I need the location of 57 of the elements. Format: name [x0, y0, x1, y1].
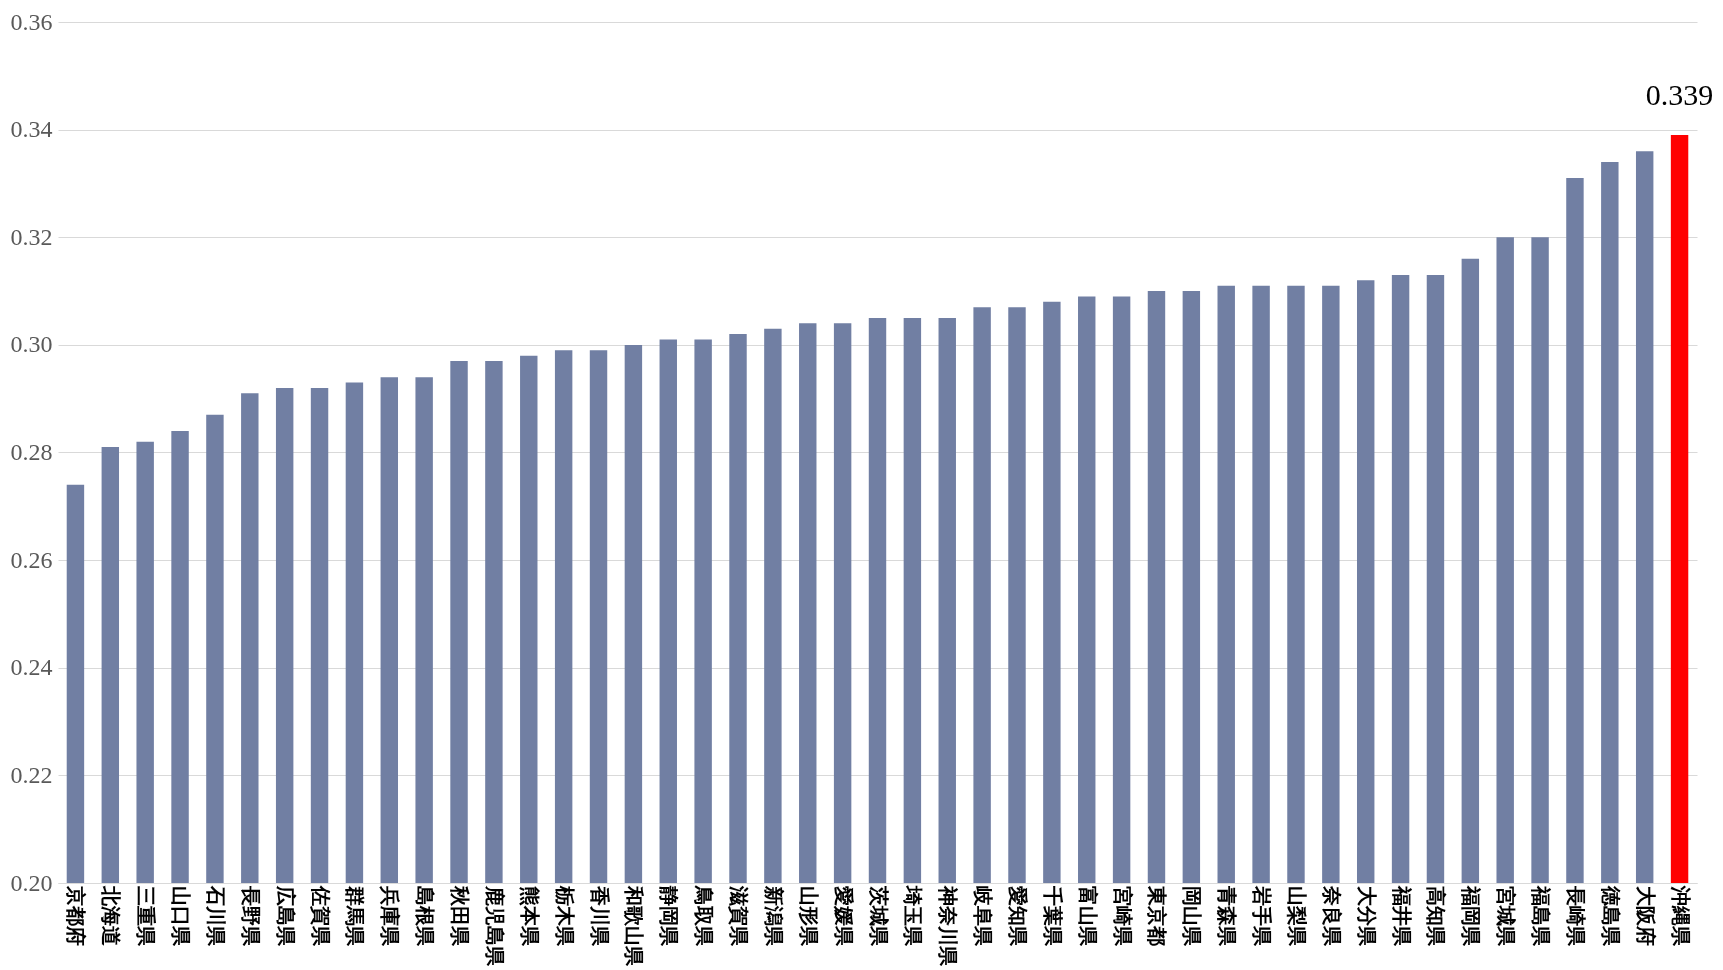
x-tick-label: 愛媛県	[832, 885, 855, 947]
x-tick-label: 秋田県	[449, 884, 472, 947]
x-tick-label: 高知県	[1425, 885, 1448, 947]
y-tick-label: 0.34	[10, 116, 53, 143]
x-tick-label: 香川県	[588, 884, 611, 947]
x-tick-label: 京都府	[65, 884, 88, 946]
x-tick-label: 茨城県	[867, 884, 890, 947]
x-tick-label: 山梨県	[1285, 885, 1308, 947]
x-tick-label: 長野県	[239, 884, 262, 947]
x-tick-label: 群馬県	[344, 884, 367, 947]
x-tick-label: 岐阜県	[972, 885, 995, 947]
y-tick-label: 0.32	[10, 223, 53, 250]
x-tick-label: 富山県	[1076, 885, 1099, 947]
x-tick-label: 鳥取県	[693, 884, 716, 947]
x-tick-label: 青森県	[1216, 884, 1239, 947]
x-tick-label: 奈良県	[1320, 884, 1343, 947]
x-tick-label: 山形県	[797, 885, 820, 947]
x-tick-label: 東京都	[1146, 884, 1169, 946]
x-tick-label: 和歌山県	[623, 884, 646, 967]
x-tick-label: 広島県	[274, 884, 297, 947]
y-tick-label: 0.28	[10, 439, 53, 465]
x-tick-label: 三重県	[135, 885, 158, 947]
y-tick-label: 0.22	[10, 761, 53, 788]
x-tick-label: 滋賀県	[727, 884, 751, 947]
x-tick-label: 大分県	[1355, 885, 1378, 947]
x-tick-label: 宮崎県	[1111, 885, 1134, 947]
x-tick-label: 新潟県	[762, 884, 785, 947]
x-tick-label: 大阪府	[1634, 885, 1657, 946]
x-tick-label: 鹿児島県	[483, 884, 506, 967]
x-tick-label: 神奈川県	[937, 884, 960, 967]
x-tick-label: 山口県	[170, 885, 193, 947]
x-tick-label: 沖縄県	[1669, 884, 1692, 947]
x-tick-label: 福井県	[1390, 884, 1413, 947]
data-label: 0.339	[1645, 78, 1714, 112]
x-tick-label: 島根県	[414, 885, 437, 947]
x-tick-label: 福岡県	[1460, 884, 1483, 947]
x-tick-label: 徳島県	[1599, 884, 1622, 947]
y-tick-label: 0.26	[10, 546, 53, 573]
y-tick-label: 0.36	[10, 8, 53, 35]
x-tick-label: 岩手県	[1251, 884, 1274, 947]
x-tick-label: 静岡県	[658, 884, 681, 947]
x-tick-label: 長崎県	[1564, 884, 1587, 947]
y-tick-label: 0.30	[10, 331, 53, 358]
x-tick-label: 熊本県	[518, 885, 541, 947]
x-tick-label: 千葉県	[1041, 884, 1064, 947]
x-tick-label: 埼玉県	[902, 884, 925, 947]
x-tick-label: 佐賀県	[308, 884, 332, 947]
x-tick-label: 福島県	[1530, 884, 1553, 947]
x-tick-label: 栃木県	[553, 884, 576, 947]
x-tick-label: 北海道	[100, 884, 123, 946]
y-tick-label: 0.20	[10, 869, 53, 896]
x-tick-label: 石川県	[204, 884, 227, 947]
x-tick-label: 兵庫県	[379, 884, 402, 947]
x-tick-label: 宮城県	[1495, 885, 1518, 947]
x-tick-label: 岡山県	[1181, 885, 1204, 947]
x-tick-label: 愛知県	[1006, 885, 1029, 947]
y-tick-label: 0.24	[10, 654, 53, 681]
